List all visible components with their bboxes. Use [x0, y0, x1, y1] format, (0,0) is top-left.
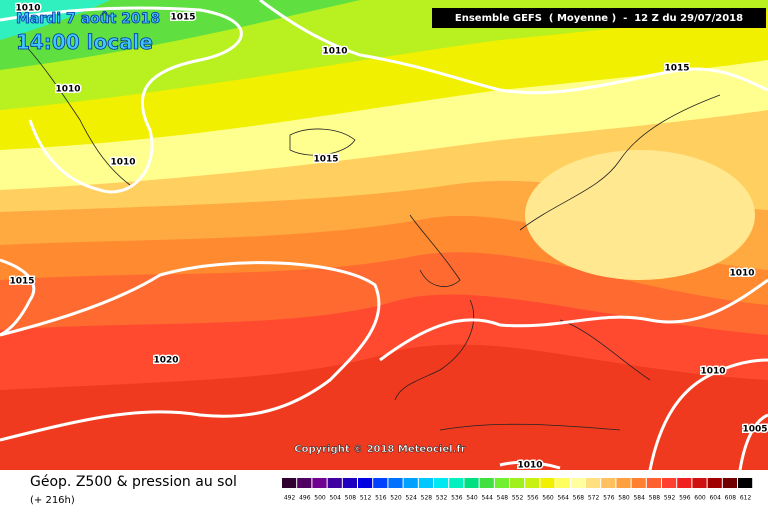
scale-label: 552: [512, 495, 524, 502]
isobar-label: 1010: [55, 85, 80, 95]
color-swatch: [312, 478, 327, 488]
isobar: [0, 258, 36, 337]
scale-label: 612: [740, 495, 752, 502]
scale-label: 588: [649, 495, 661, 502]
scale-label: 496: [299, 495, 311, 502]
color-scale: 492 496 500 504 508 512 516 520 524 528 532 536 540 5…: [282, 478, 753, 502]
scale-label: 508: [345, 495, 357, 502]
isobar-label: 1010: [729, 269, 754, 279]
color-swatch: [555, 478, 570, 488]
scale-label: 536: [451, 495, 463, 502]
isobar-label: 1010: [15, 4, 40, 14]
color-swatch: [510, 478, 525, 488]
footer: [0, 470, 768, 512]
scale-label: 584: [633, 495, 645, 502]
color-swatch: [418, 478, 433, 488]
scale-label: 580: [618, 495, 630, 502]
color-swatch: [464, 478, 479, 488]
isobar-label: 1015: [9, 277, 34, 287]
scale-label: 492: [284, 495, 296, 502]
color-swatch: [738, 478, 753, 488]
color-swatch: [586, 478, 601, 488]
scale-label: 560: [542, 495, 554, 502]
scale-label: 548: [497, 495, 509, 502]
color-swatch: [601, 478, 616, 488]
footer-title: Géop. Z500 & pression au sol: [30, 474, 237, 490]
scale-label: 528: [421, 495, 433, 502]
scale-label: 500: [314, 495, 326, 502]
isobar: [0, 6, 243, 194]
isobar: [259, 0, 768, 95]
scale-label: 596: [679, 495, 691, 502]
isobar-label: 1010: [110, 158, 135, 168]
isobar: [499, 358, 768, 471]
color-swatch: [403, 478, 418, 488]
scale-label: 556: [527, 495, 539, 502]
color-swatch: [282, 478, 297, 488]
run-banner: [432, 8, 766, 28]
isobar-labels: 1010 1015 1010 1010 1015 1010 1015 1015 1010 1020…: [8, 2, 768, 472]
scale-label: 568: [573, 495, 585, 502]
color-swatch: [662, 478, 677, 488]
scale-label: 540: [466, 495, 478, 502]
color-swatch: [692, 478, 707, 488]
color-swatch: [570, 478, 585, 488]
color-swatch: [722, 478, 737, 488]
scale-label: 572: [588, 495, 600, 502]
isobar-label: 1015: [664, 64, 689, 74]
isobar: [0, 261, 381, 442]
isobar-label: 1010: [700, 367, 725, 377]
color-swatch: [358, 478, 373, 488]
scale-label: 604: [709, 495, 721, 502]
isobar-label: 1010: [517, 461, 542, 471]
color-swatch: [342, 478, 357, 488]
color-swatch: [525, 478, 540, 488]
color-swatch: [327, 478, 342, 488]
footer-lead: (+ 216h): [30, 495, 75, 506]
date-label: Mardi 7 août 2018: [16, 11, 160, 27]
color-swatch: [297, 478, 312, 488]
scale-label: 504: [329, 495, 341, 502]
scale-label: 600: [694, 495, 706, 502]
scale-label: 524: [405, 495, 417, 502]
color-swatch: [449, 478, 464, 488]
scale-label: 512: [360, 495, 372, 502]
color-swatch: [494, 478, 509, 488]
color-swatch: [388, 478, 403, 488]
color-swatch: [434, 478, 449, 488]
scale-label: 608: [725, 495, 737, 502]
isobar-label: 1015: [313, 155, 338, 165]
color-swatch: [631, 478, 646, 488]
scale-label: 544: [481, 495, 493, 502]
coastline: [19, 39, 721, 431]
isobar-label: 1020: [153, 356, 178, 366]
z500-band: [525, 150, 755, 280]
color-swatch: [646, 478, 661, 488]
scale-label: 520: [390, 495, 402, 502]
color-swatch: [677, 478, 692, 488]
run-label: Ensemble GEFS ( Moyenne ) - 12 Z du 29/0…: [455, 13, 743, 24]
scale-label: 564: [557, 495, 569, 502]
time-label: 14:00 locale: [16, 30, 153, 54]
color-swatch: [540, 478, 555, 488]
color-swatch: [373, 478, 388, 488]
scale-label: 532: [436, 495, 448, 502]
scale-label: 576: [603, 495, 615, 502]
scale-label: 592: [664, 495, 676, 502]
color-swatch: [479, 478, 494, 488]
scale-label: 516: [375, 495, 387, 502]
isobar-label: 1005: [742, 425, 767, 435]
isobar-label: 1015: [170, 13, 195, 23]
isobar: [379, 278, 768, 362]
z500-band: [0, 0, 360, 70]
color-swatch: [616, 478, 631, 488]
color-swatch: [707, 478, 722, 488]
copyright: Copyright © 2018 Meteociel.fr: [294, 444, 465, 455]
isobar-label: 1010: [322, 47, 347, 57]
